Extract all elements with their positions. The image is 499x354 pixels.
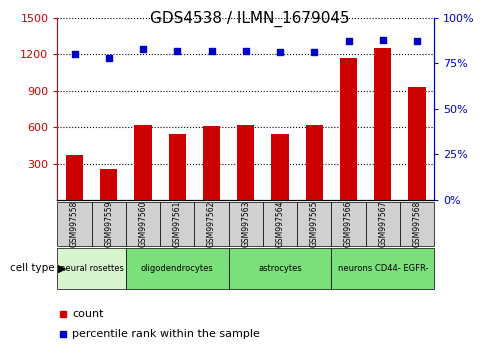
Bar bbox=[297, 202, 331, 246]
Text: GSM997566: GSM997566 bbox=[344, 201, 353, 247]
Point bbox=[413, 39, 421, 44]
Bar bbox=[400, 202, 434, 246]
Bar bbox=[203, 126, 220, 200]
Bar bbox=[134, 125, 152, 200]
Bar bbox=[160, 202, 195, 246]
Text: oligodendrocytes: oligodendrocytes bbox=[141, 264, 214, 273]
Text: GSM997561: GSM997561 bbox=[173, 201, 182, 247]
Point bbox=[105, 55, 113, 61]
Text: GSM997568: GSM997568 bbox=[413, 201, 422, 247]
Text: neural rosettes: neural rosettes bbox=[60, 264, 124, 273]
Point bbox=[310, 50, 318, 55]
Bar bbox=[237, 125, 254, 200]
Bar bbox=[229, 248, 331, 289]
Bar bbox=[271, 135, 288, 200]
Text: percentile rank within the sample: percentile rank within the sample bbox=[72, 329, 260, 339]
Text: GDS4538 / ILMN_1679045: GDS4538 / ILMN_1679045 bbox=[150, 11, 349, 27]
Bar bbox=[409, 87, 426, 200]
Text: GSM997567: GSM997567 bbox=[378, 201, 387, 247]
Bar bbox=[57, 248, 126, 289]
Text: GSM997564: GSM997564 bbox=[275, 201, 284, 247]
Bar bbox=[374, 48, 391, 200]
Bar bbox=[340, 58, 357, 200]
Bar bbox=[66, 155, 83, 200]
Bar bbox=[92, 202, 126, 246]
Text: GSM997565: GSM997565 bbox=[310, 201, 319, 247]
Point bbox=[173, 48, 181, 53]
Point bbox=[208, 48, 216, 53]
Bar bbox=[100, 169, 117, 200]
Text: count: count bbox=[72, 309, 104, 319]
Bar bbox=[331, 248, 434, 289]
Text: GSM997560: GSM997560 bbox=[139, 201, 148, 247]
Point bbox=[379, 37, 387, 42]
Bar bbox=[195, 202, 229, 246]
Bar bbox=[366, 202, 400, 246]
Text: astrocytes: astrocytes bbox=[258, 264, 302, 273]
Point bbox=[276, 50, 284, 55]
Point bbox=[59, 331, 67, 337]
Text: neurons CD44- EGFR-: neurons CD44- EGFR- bbox=[337, 264, 428, 273]
Text: ▶: ▶ bbox=[58, 263, 67, 273]
Point bbox=[70, 51, 78, 57]
Text: cell type: cell type bbox=[10, 263, 55, 273]
Bar bbox=[263, 202, 297, 246]
Bar bbox=[126, 202, 160, 246]
Point bbox=[59, 311, 67, 316]
Point bbox=[344, 39, 352, 44]
Bar bbox=[331, 202, 366, 246]
Text: GSM997559: GSM997559 bbox=[104, 201, 113, 247]
Bar bbox=[306, 125, 323, 200]
Text: GSM997563: GSM997563 bbox=[241, 201, 250, 247]
Point bbox=[139, 46, 147, 52]
Bar bbox=[229, 202, 263, 246]
Bar bbox=[169, 135, 186, 200]
Bar bbox=[126, 248, 229, 289]
Point bbox=[242, 48, 250, 53]
Bar bbox=[57, 202, 92, 246]
Text: GSM997558: GSM997558 bbox=[70, 201, 79, 247]
Text: GSM997562: GSM997562 bbox=[207, 201, 216, 247]
